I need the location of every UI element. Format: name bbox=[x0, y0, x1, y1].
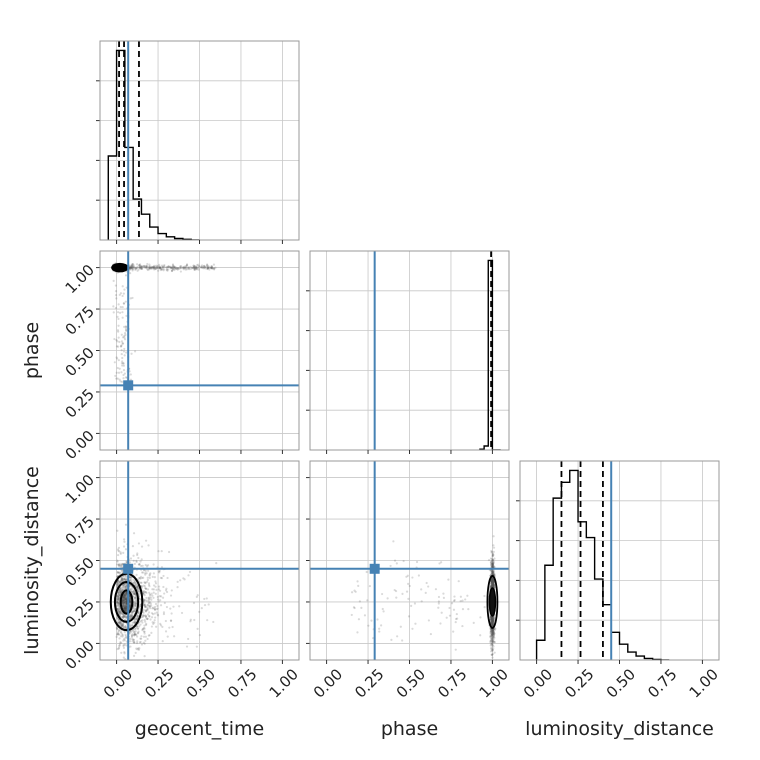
y-tick-label: 0.00 bbox=[62, 637, 98, 673]
y-axis-label-phase: phase bbox=[21, 322, 43, 379]
y-tick-label: 1.00 bbox=[62, 261, 98, 297]
x-tick-label: 0.00 bbox=[310, 665, 346, 701]
y-axis-label-luminosity_distance: luminosity_distance bbox=[21, 466, 43, 655]
density-contours bbox=[111, 262, 129, 273]
density-contours bbox=[486, 575, 499, 629]
x-tick-label: 0.00 bbox=[100, 665, 136, 701]
x-tick-label: 0.50 bbox=[393, 665, 429, 701]
panel-1-0: 0.00 0.25 0.50 0.75 1.00 phase bbox=[21, 250, 300, 463]
panel-0-0 bbox=[96, 40, 300, 244]
x-tick-label: 0.25 bbox=[351, 665, 387, 701]
y-tick-label: 1.00 bbox=[62, 471, 98, 507]
histogram-geocent_time bbox=[107, 49, 200, 240]
histogram-phase bbox=[479, 259, 501, 450]
panel-2-1: 0.00 0.25 0.50 0.75 1.00 phase bbox=[306, 460, 512, 740]
panel-2-0: 0.00 0.25 0.50 0.75 1.00geocent_time0.000.25… bbox=[21, 460, 302, 740]
y-tick-label: 0.25 bbox=[62, 595, 98, 631]
x-tick-label: 0.00 bbox=[520, 665, 556, 701]
x-axis-label-geocent_time: geocent_time bbox=[135, 718, 264, 740]
y-tick-label: 0.50 bbox=[62, 344, 98, 380]
truth-marker bbox=[123, 563, 134, 574]
y-tick-label: 0.50 bbox=[62, 554, 98, 590]
x-tick-label: 1.00 bbox=[266, 665, 302, 701]
x-tick-label: 0.25 bbox=[561, 665, 597, 701]
x-tick-label: 0.50 bbox=[603, 665, 639, 701]
x-axis-label-luminosity_distance: luminosity_distance bbox=[525, 718, 714, 740]
x-tick-label: 0.75 bbox=[434, 665, 470, 701]
histogram-luminosity_distance bbox=[535, 469, 670, 660]
truth-marker bbox=[369, 563, 380, 574]
x-tick-label: 1.00 bbox=[476, 665, 512, 701]
y-tick-label: 0.00 bbox=[62, 427, 98, 463]
x-tick-label: 0.25 bbox=[141, 665, 177, 701]
truth-marker bbox=[123, 380, 134, 391]
scatter-points bbox=[350, 535, 497, 659]
x-tick-label: 0.75 bbox=[644, 665, 680, 701]
x-tick-label: 0.50 bbox=[183, 665, 219, 701]
y-tick-label: 0.75 bbox=[62, 302, 98, 338]
panel-1-1 bbox=[306, 250, 510, 454]
panel-2-2: 0.00 0.25 0.50 0.75 1.00 luminosity_distance bbox=[516, 460, 722, 740]
density-contours bbox=[109, 572, 144, 632]
y-tick-label: 0.75 bbox=[62, 512, 98, 548]
x-axis-label-phase: phase bbox=[381, 718, 438, 740]
y-tick-label: 0.25 bbox=[62, 385, 98, 421]
x-tick-label: 0.75 bbox=[224, 665, 260, 701]
x-tick-label: 1.00 bbox=[686, 665, 722, 701]
